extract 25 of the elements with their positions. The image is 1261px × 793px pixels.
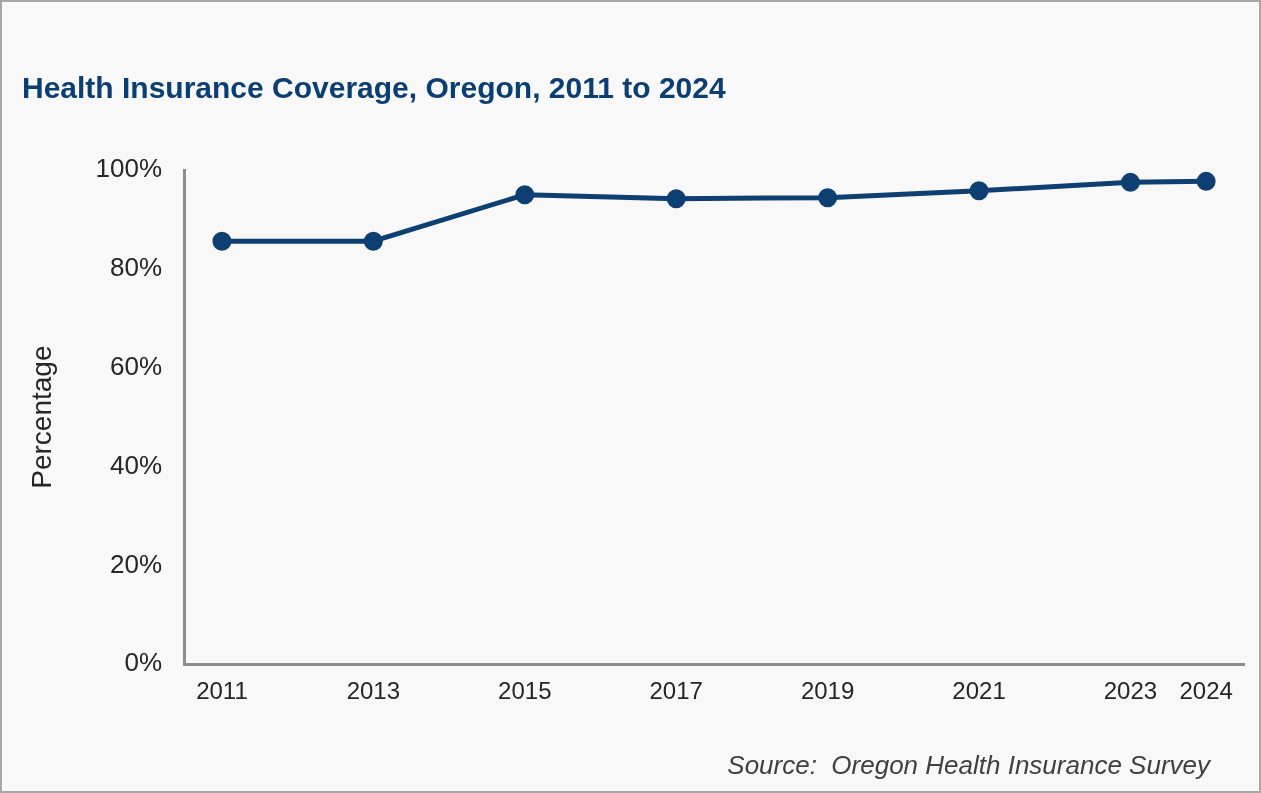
x-tick-label: 2017 bbox=[649, 677, 703, 705]
point bbox=[666, 189, 686, 209]
x-tick-label: 2021 bbox=[952, 677, 1006, 705]
point bbox=[212, 231, 232, 251]
x-tick-label: 2011 bbox=[196, 677, 248, 705]
x-tick-label: 2023 bbox=[1103, 677, 1158, 705]
source-note: Source: Oregon Health Insurance Survey bbox=[727, 750, 1212, 780]
chart-title: Health Insurance Coverage, Oregon, 2011 to 2024 bbox=[22, 71, 726, 105]
y-tick-label: 40% bbox=[110, 449, 163, 480]
y-tick-label: 20% bbox=[110, 548, 163, 579]
x-tick-label: 2013 bbox=[346, 677, 401, 705]
x-tick-label: 2019 bbox=[800, 677, 855, 705]
y-tick-label: 60% bbox=[110, 350, 163, 381]
point bbox=[969, 181, 989, 201]
point bbox=[1120, 172, 1140, 192]
y-axis-title: Percentage bbox=[25, 345, 57, 489]
point bbox=[515, 185, 535, 205]
point bbox=[1196, 171, 1216, 191]
y-tick-label: 100% bbox=[95, 153, 163, 184]
x-tick-label: 2015 bbox=[498, 677, 552, 705]
point bbox=[363, 231, 383, 251]
y-tick-label: 0% bbox=[124, 647, 163, 678]
y-tick-label: 80% bbox=[110, 252, 163, 283]
x-tick-label: 2024 bbox=[1179, 677, 1233, 705]
point bbox=[818, 188, 838, 208]
